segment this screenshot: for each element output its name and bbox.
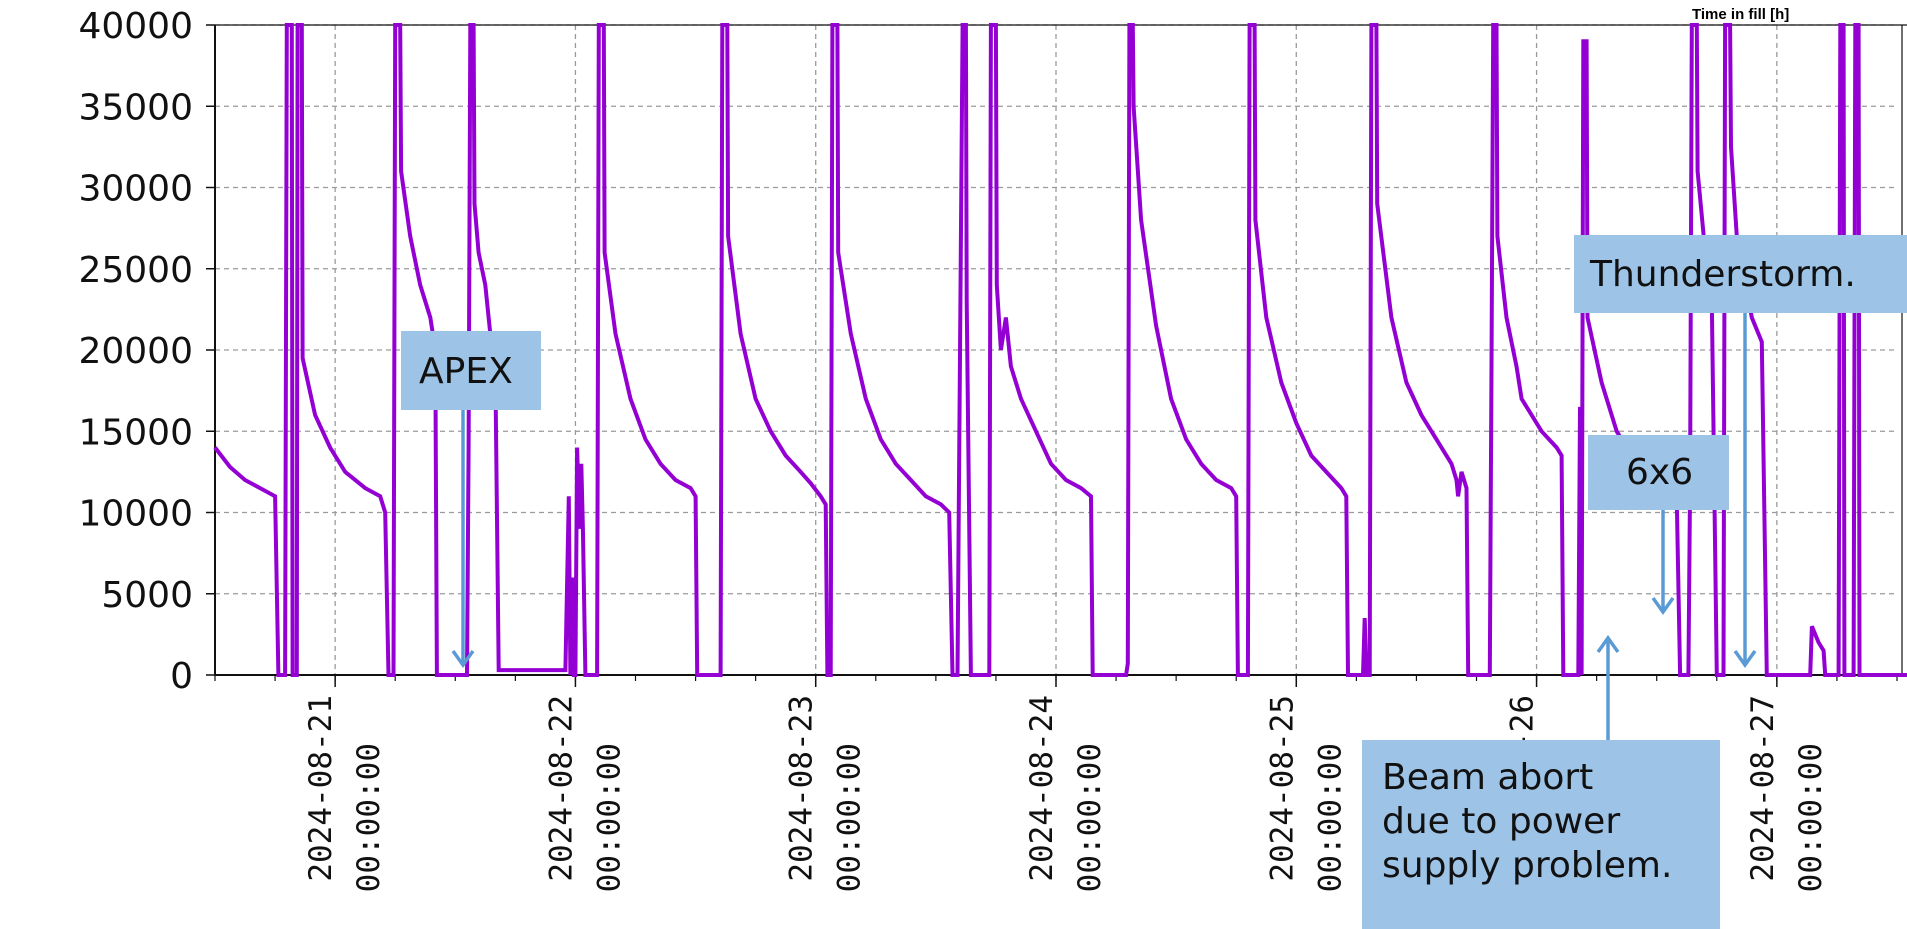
x-tick-label-date: 2024-08-27 <box>1745 695 1781 882</box>
annotation-beam-abort-line-2: due to power <box>1382 800 1621 842</box>
annotation-thunderstorm-text: Thunderstorm. <box>1590 254 1856 295</box>
y-tick-label: 30000 <box>78 169 193 210</box>
y-tick-label: 15000 <box>78 412 193 453</box>
y-tick-label: 25000 <box>78 250 193 291</box>
annotation-beam-abort-line-1: Beam abort <box>1382 757 1594 798</box>
x-tick-label-time: 00:00:00 <box>351 743 387 892</box>
x-tick-label-time: 00:00:00 <box>1312 743 1348 892</box>
apex-arrow-head <box>451 649 475 669</box>
x-tick-label-date: 2024-08-21 <box>303 695 339 882</box>
y-tick-label: 5000 <box>101 575 193 616</box>
series-layer <box>213 23 1907 677</box>
x-tick-label-time: 00:00:00 <box>1072 743 1108 892</box>
y-tick-label: 10000 <box>78 494 193 535</box>
annotation-apex: APEX <box>401 331 541 410</box>
annotation-beam-abort-line-3: supply problem. <box>1382 844 1673 886</box>
x-tick-label-time: 00:00:00 <box>591 743 627 892</box>
six-by-six-arrow-head <box>1651 596 1675 616</box>
legend-entry: Time in fill [h] <box>1692 6 1789 23</box>
y-tick-label: 40000 <box>78 6 193 47</box>
y-tick-label: 20000 <box>78 331 193 372</box>
annotation-6x6: 6x6 <box>1588 435 1729 510</box>
x-tick-label-date: 2024-08-24 <box>1024 695 1060 882</box>
annotation-beam-abort: Beam abort due to power supply problem. <box>1362 740 1720 929</box>
x-tick-label-date: 2024-08-22 <box>543 695 579 882</box>
annotation-arrows <box>451 312 1757 740</box>
axes <box>206 24 1907 687</box>
annotation-thunderstorm: Thunderstorm. <box>1574 235 1907 313</box>
thunderstorm-arrow-head <box>1733 649 1757 669</box>
annotation-apex-text: APEX <box>419 351 513 392</box>
y-tick-label: 35000 <box>78 87 193 128</box>
y-tick-label: 0 <box>170 656 193 697</box>
x-tick-label-time: 00:00:00 <box>1793 743 1829 892</box>
x-tick-label-date: 2024-08-23 <box>784 695 820 882</box>
beam-abort-arrow-head <box>1596 634 1620 654</box>
annotation-6x6-text: 6x6 <box>1626 452 1694 493</box>
series-line <box>213 23 1907 677</box>
x-tick-label-date: 2024-08-25 <box>1264 695 1300 882</box>
x-tick-label-time: 00:00:00 <box>832 743 868 892</box>
